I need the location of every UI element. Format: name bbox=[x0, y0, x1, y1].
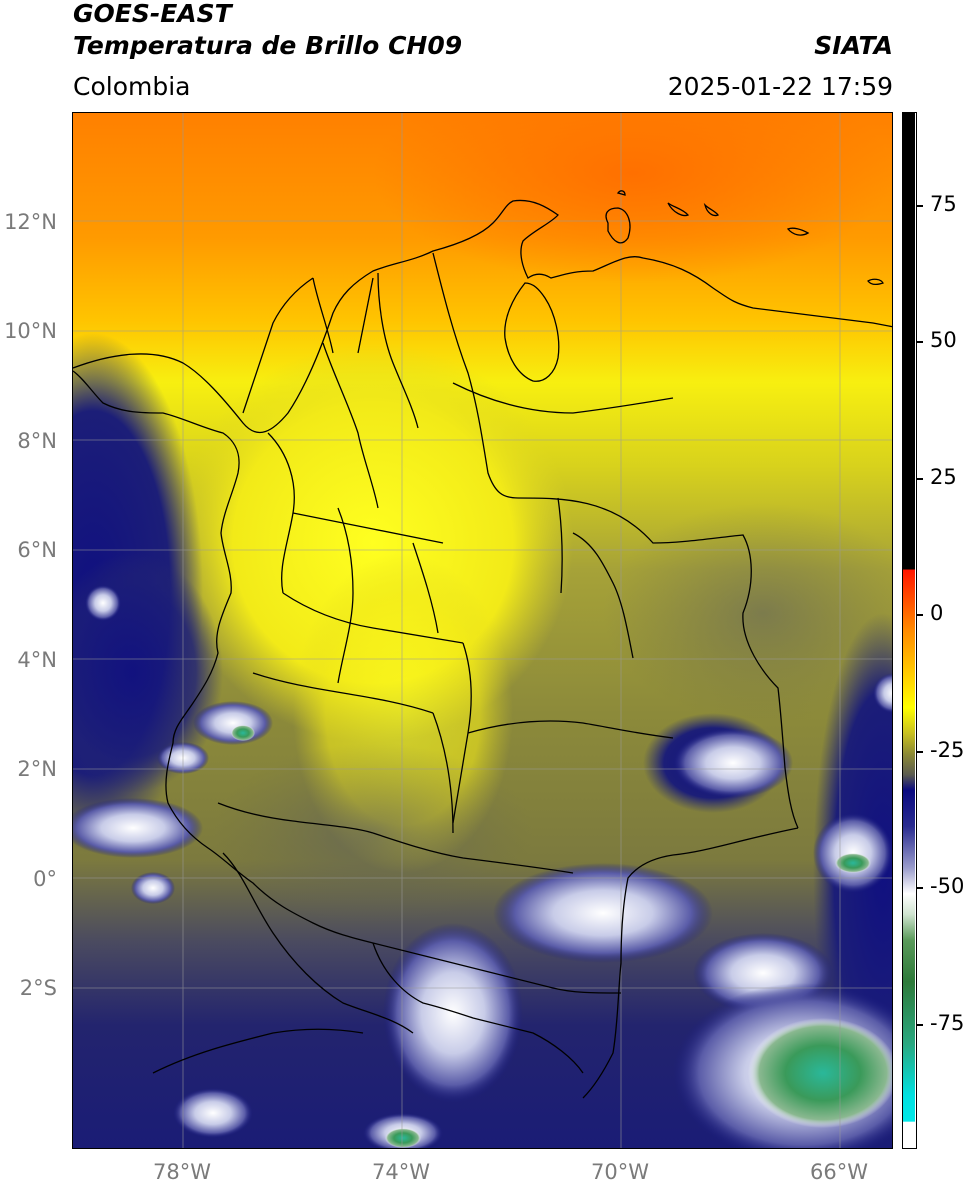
region-label: Colombia bbox=[73, 72, 191, 101]
gridlines bbox=[73, 113, 892, 1148]
colorbar-label-minus50: -50 bbox=[930, 874, 965, 898]
lon-label-70w: 70°W bbox=[591, 1160, 649, 1184]
colorbar bbox=[902, 112, 917, 1149]
lon-label-74w: 74°W bbox=[372, 1160, 430, 1184]
colorbar-label-50: 50 bbox=[930, 328, 957, 352]
colorbar-tick bbox=[917, 478, 923, 480]
title-line-1: GOES-EAST bbox=[73, 0, 232, 28]
coastline-borders bbox=[73, 190, 892, 1099]
lat-label-2s: 2°S bbox=[19, 976, 57, 1000]
colorbar-label-25: 25 bbox=[930, 465, 957, 489]
colorbar-gradient bbox=[903, 113, 915, 1147]
colorbar-tick bbox=[917, 887, 923, 889]
lat-label-12n: 12°N bbox=[4, 210, 57, 234]
source-label: SIATA bbox=[814, 31, 893, 60]
colorbar-tick bbox=[917, 751, 923, 753]
lat-label-0: 0° bbox=[33, 867, 57, 891]
lon-label-66w: 66°W bbox=[810, 1160, 868, 1184]
colorbar-tick bbox=[917, 614, 923, 616]
lat-label-8n: 8°N bbox=[17, 429, 57, 453]
colorbar-tick bbox=[917, 341, 923, 343]
lat-label-10n: 10°N bbox=[4, 319, 57, 343]
datetime-label: 2025-01-22 17:59 bbox=[667, 72, 893, 101]
colorbar-label-0: 0 bbox=[930, 601, 944, 625]
colorbar-tick bbox=[917, 205, 923, 207]
satellite-map[interactable] bbox=[72, 112, 893, 1149]
lat-label-2n: 2°N bbox=[17, 757, 57, 781]
colorbar-label-minus75: -75 bbox=[930, 1011, 965, 1035]
lat-label-6n: 6°N bbox=[17, 538, 57, 562]
map-canvas bbox=[73, 113, 892, 1148]
title-line-2: Temperatura de Brillo CH09 bbox=[73, 31, 463, 60]
colorbar-label-minus25: -25 bbox=[930, 738, 965, 762]
lon-label-78w: 78°W bbox=[153, 1160, 211, 1184]
colorbar-tick bbox=[917, 1024, 923, 1026]
lat-label-4n: 4°N bbox=[17, 648, 57, 672]
colorbar-label-75: 75 bbox=[930, 192, 957, 216]
